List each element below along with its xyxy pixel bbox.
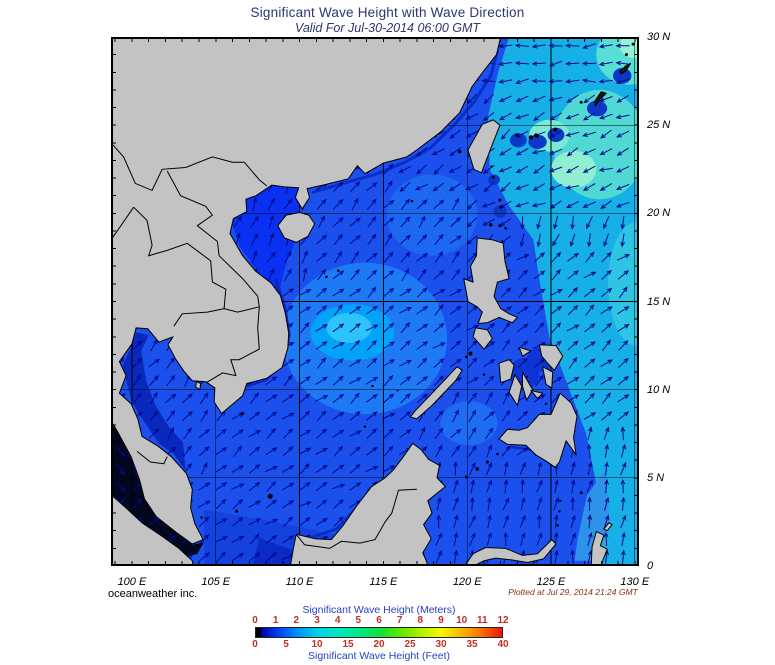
- land-halmahera: [590, 531, 608, 566]
- legend-tick: 7: [396, 615, 403, 626]
- land-hainan: [277, 212, 316, 243]
- legend-tick: 6: [376, 615, 382, 626]
- lat-label: 30 N: [647, 31, 671, 43]
- valid-time-subtitle: Valid For Jul-30-2014 06:00 GMT: [294, 21, 481, 35]
- lon-label: 115 E: [369, 576, 398, 588]
- map-layers: [111, 37, 639, 566]
- lon-label: 125 E: [536, 576, 566, 588]
- wave-map: [111, 37, 639, 566]
- land-sulawesi: [464, 539, 557, 566]
- land-asia-mainland: [111, 37, 502, 545]
- colorbar: [255, 627, 503, 638]
- legend-tick: 0: [252, 639, 258, 650]
- land-luzon: [463, 237, 518, 324]
- land-sumatra: [111, 494, 194, 566]
- legend-tick: 10: [456, 615, 468, 626]
- small-islands: [200, 42, 635, 527]
- legend-tick: 25: [404, 639, 416, 650]
- land-bohol: [530, 390, 544, 399]
- legend-caption-meters: Significant Wave Height (Meters): [302, 604, 456, 616]
- lon-label: 110 E: [285, 576, 314, 588]
- land-panay: [498, 359, 515, 384]
- lat-label: 20 N: [647, 207, 671, 220]
- lon-label: 100 E: [117, 576, 147, 588]
- lat-label: 0: [647, 560, 654, 572]
- legend-tick: 1: [272, 615, 279, 626]
- land-okinawa: [594, 91, 607, 107]
- land-negros: [508, 374, 523, 406]
- land-masses: [111, 37, 632, 566]
- legend-tick: 20: [373, 639, 385, 650]
- country-borders: [111, 142, 417, 549]
- legend-tick: 0: [252, 615, 258, 626]
- title-block: Significant Wave Height with Wave Direct…: [0, 5, 775, 35]
- legend-tick: 11: [477, 615, 488, 626]
- land-palawan: [409, 366, 463, 420]
- legend-tick: 5: [355, 615, 362, 626]
- land-amami: [619, 62, 632, 75]
- land-borneo: [289, 442, 446, 566]
- lon-label: 105 E: [201, 576, 231, 588]
- legend-tick: 4: [334, 615, 341, 626]
- legend-tick: 12: [497, 615, 509, 626]
- legend-tick: 35: [466, 639, 478, 650]
- page-title: Significant Wave Height with Wave Direct…: [250, 5, 525, 20]
- land-morotai: [603, 522, 613, 532]
- land-mindoro: [472, 327, 493, 350]
- land-mindanao: [498, 392, 578, 468]
- lat-label: 5 N: [647, 471, 665, 484]
- legend-tick: 3: [314, 615, 320, 626]
- legend-tick: 9: [438, 615, 444, 626]
- legend-tick: 40: [497, 639, 509, 650]
- legend-tick: 5: [283, 639, 289, 650]
- lat-label: 15 N: [647, 295, 671, 308]
- lon-label: 130 E: [620, 576, 650, 588]
- land-cebu: [522, 371, 534, 401]
- land-leyte: [542, 366, 554, 389]
- legend-tick: 30: [435, 639, 447, 650]
- land-taiwan: [467, 119, 501, 174]
- land-masbate: [518, 346, 532, 357]
- legend-tick: 15: [342, 639, 354, 650]
- land-phu-quoc: [195, 381, 202, 391]
- legend-tick: 8: [417, 615, 424, 626]
- lat-label: 25 N: [647, 119, 671, 132]
- legend-tick: 2: [293, 615, 300, 626]
- legend-caption-feet: Significant Wave Height (Feet): [307, 650, 451, 662]
- plotted-timestamp: Plotted at Jul 29, 2014 21:24 GMT: [508, 587, 638, 597]
- lon-label: 120 E: [452, 576, 482, 588]
- credit-text: oceanweather inc.: [108, 588, 198, 600]
- map-frame: [111, 37, 639, 566]
- legend-tick: 10: [311, 639, 323, 650]
- lat-label: 10 N: [647, 383, 671, 396]
- land-samar: [538, 344, 564, 371]
